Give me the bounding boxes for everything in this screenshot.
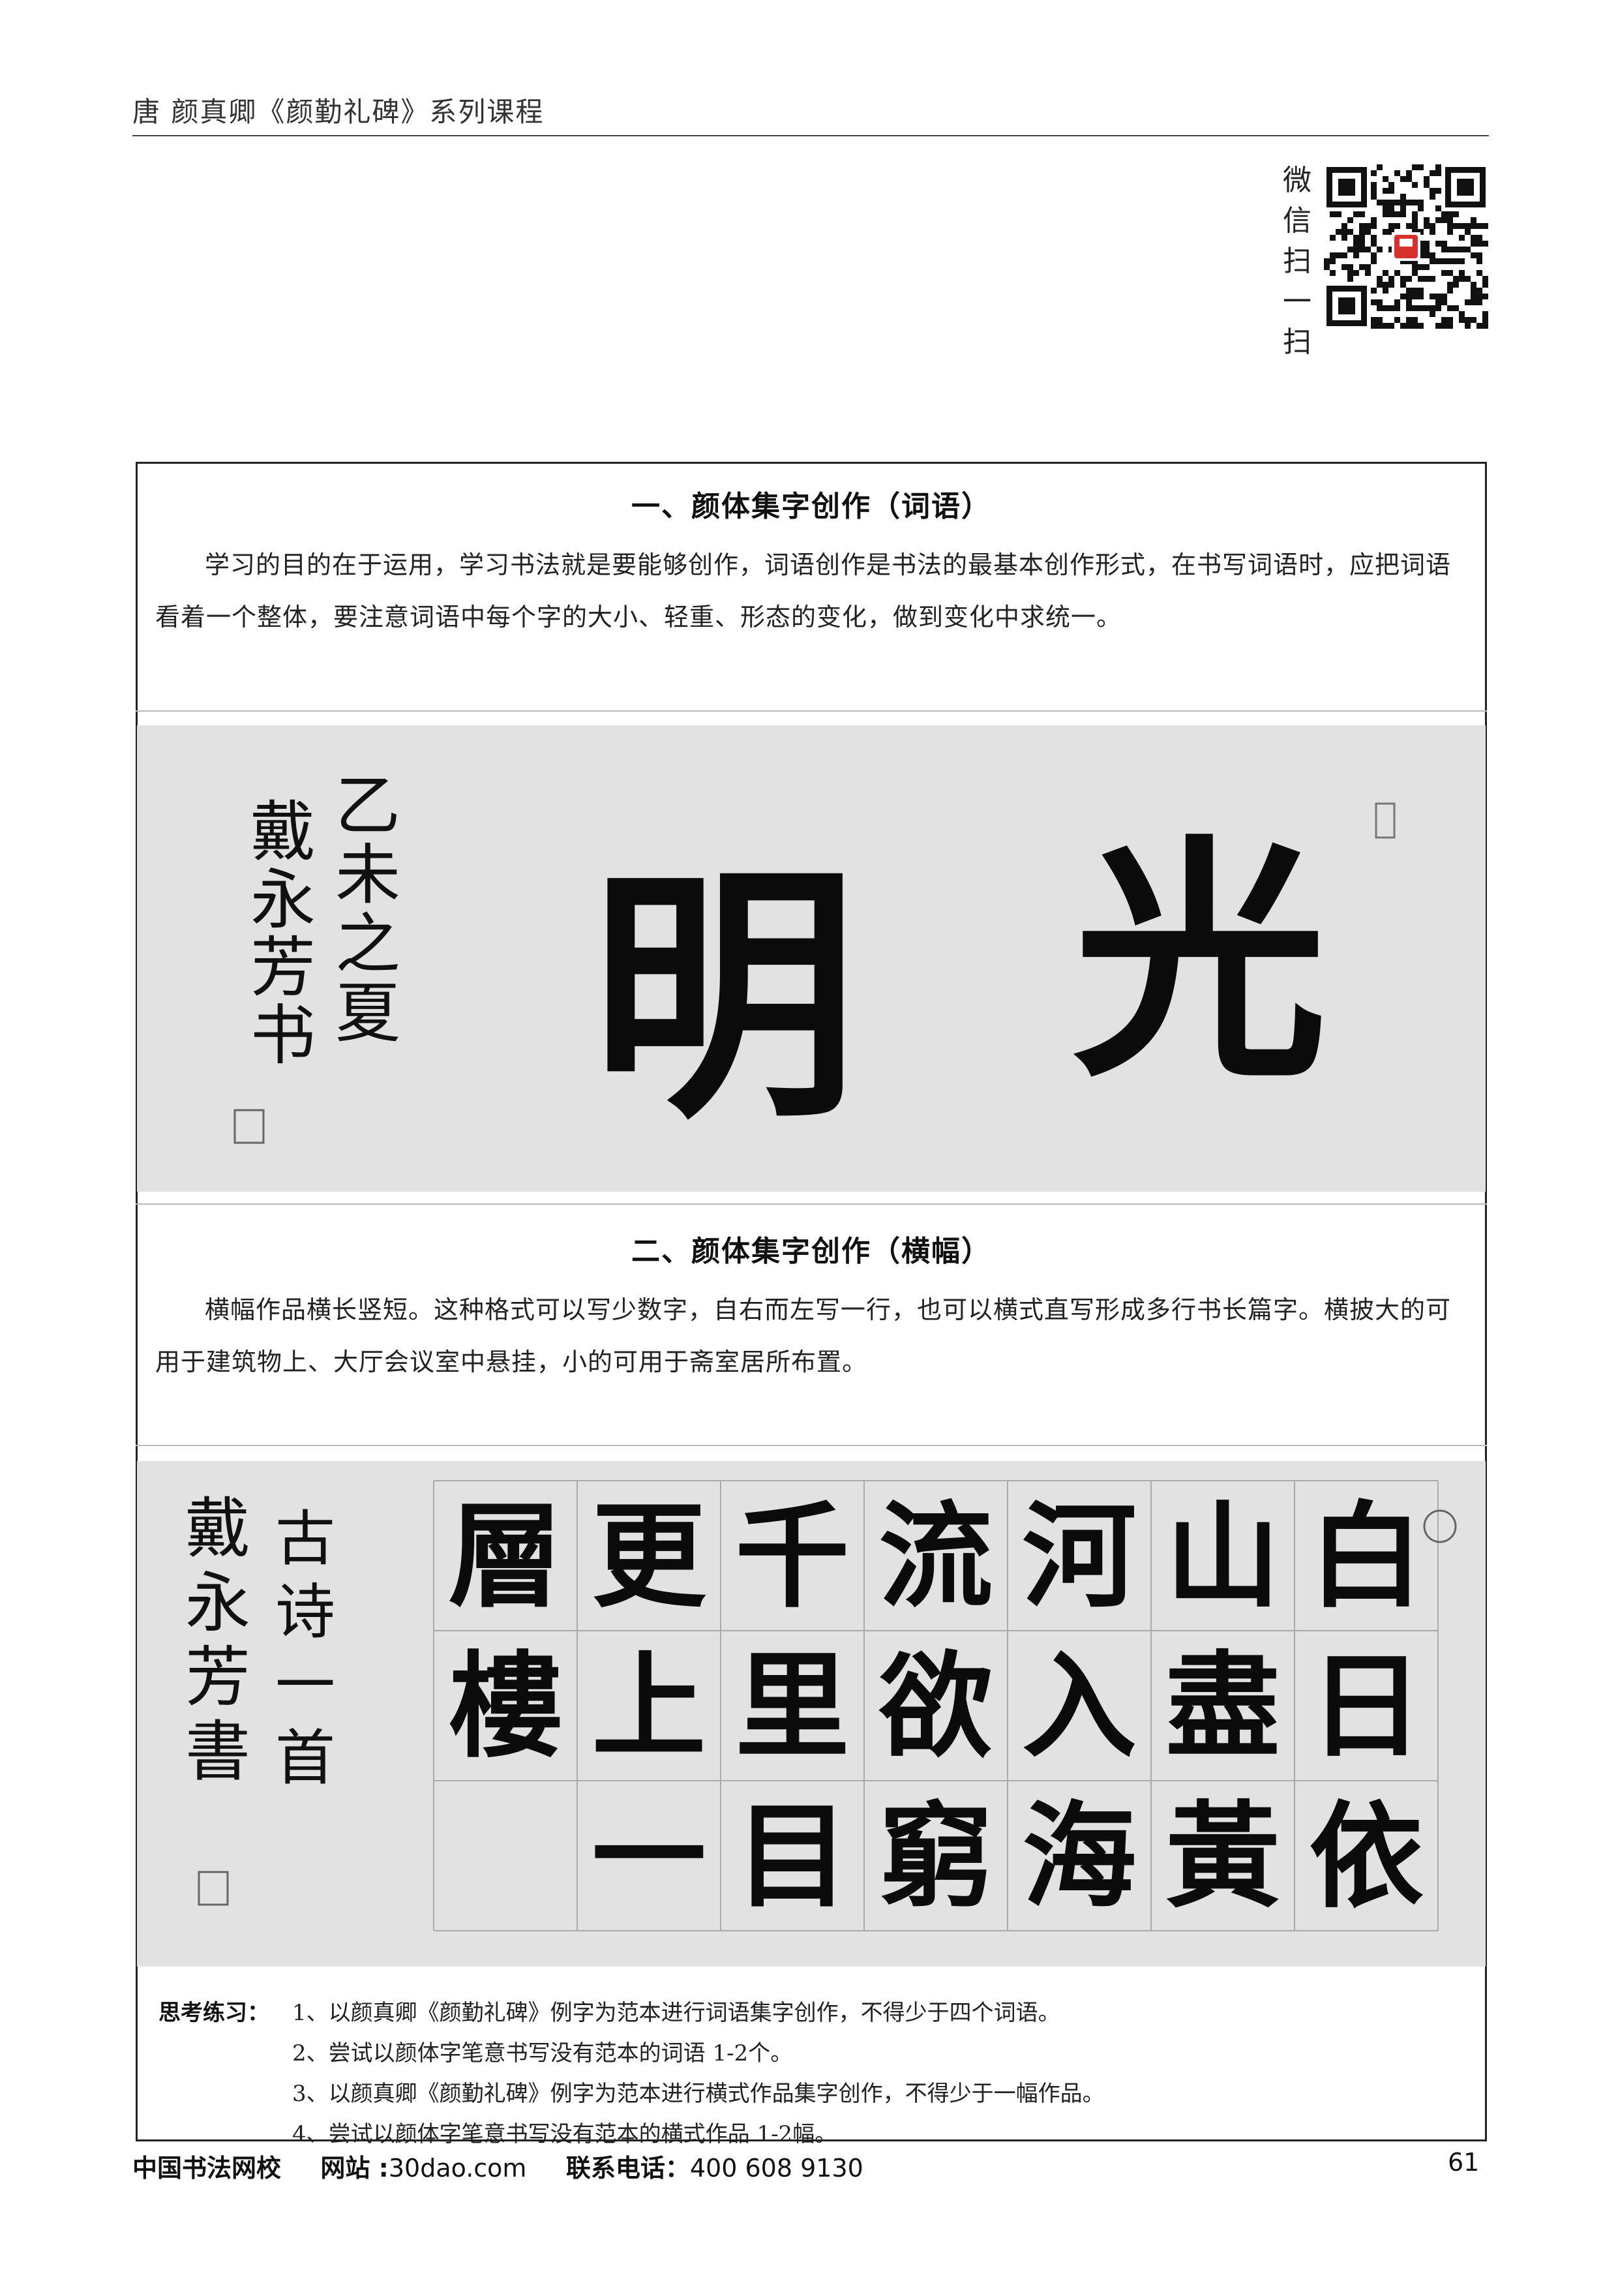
section2-top-divider: [136, 1203, 1487, 1205]
main-char: 光: [1073, 813, 1327, 1111]
wechat-qr-code-icon[interactable]: [1324, 164, 1488, 329]
poem-char: 入: [1023, 1640, 1137, 1774]
seal-stamp-icon: [1375, 802, 1396, 839]
phone-number: 400 608 9130: [689, 2154, 863, 2183]
section2-body: 横幅作品横长竖短。这种格式可以写少数字，自右而左写一行，也可以横式直写形成多行书…: [155, 1295, 1452, 1376]
qr-label-char: 信: [1283, 204, 1311, 237]
poem-char: 樓: [449, 1640, 563, 1774]
school-name: 中国书法网校: [132, 2154, 282, 2183]
inscription-title: 古诗一首: [265, 1507, 335, 1799]
page-number: 61: [1448, 2148, 1480, 2177]
seal-stamp-icon: [198, 1871, 229, 1906]
qr-label-char: 微: [1283, 164, 1311, 197]
exercise-item: 3、以颜真卿《颜勤礼碑》例字为范本进行横式作品集字创作，不得少于一幅作品。: [292, 2081, 1105, 2107]
exercise-item: 1、以颜真卿《颜勤礼碑》例字为范本进行词语集字创作，不得少于四个词语。: [292, 2000, 1060, 2026]
poem-char: 黃: [1166, 1790, 1280, 1924]
content-frame: [136, 462, 1487, 2141]
exercise-item: 4、尝试以颜体字笔意书写没有范本的横式作品 1-2幅。: [292, 2121, 837, 2147]
main-char: 明: [590, 839, 858, 1154]
section2-divider: [136, 1445, 1487, 1446]
poem-char: 山: [1166, 1490, 1280, 1624]
section1-body: 学习的目的在于运用，学习书法就是要能够创作，词语创作是书法的最基本创作形式，在书…: [155, 551, 1452, 631]
course-title: 唐 颜真卿《颜勤礼碑》系列课程: [132, 96, 545, 128]
exercise-item: 2、尝试以颜体字笔意书写没有范本的词语 1-2个。: [292, 2040, 793, 2066]
calligraphy-artwork-poem: 白日依 山盡黃 河入海 流欲窮 千里目 更上一 層樓 古诗一首 戴永芳書: [137, 1461, 1486, 1967]
poem-char: 千: [736, 1490, 850, 1624]
poem-char: 海: [1023, 1790, 1137, 1924]
qr-label-char: 一: [1283, 285, 1311, 318]
website-label: 网站 :: [320, 2154, 389, 2183]
section1-divider: [136, 710, 1487, 712]
poem-char: 更: [592, 1490, 707, 1624]
phone-label: 联系电话：: [565, 2154, 690, 2183]
poem-char: 窮: [879, 1790, 993, 1924]
poem-char: 上: [592, 1640, 706, 1774]
poem-char: 里: [736, 1640, 850, 1774]
poem-char: 河: [1023, 1490, 1137, 1624]
qr-label-char: 扫: [1283, 325, 1311, 359]
poem-char: 盡: [1166, 1640, 1280, 1774]
wechat-scan-label: 微 信 扫 一 扫: [1281, 160, 1313, 363]
seal-stamp-icon: [233, 1109, 265, 1144]
qr-label-char: 扫: [1283, 245, 1311, 278]
footer-contact: 中国书法网校 网站 :30dao.com 联系电话：400 608 9130: [132, 2148, 863, 2184]
poem-char: 欲: [878, 1640, 993, 1774]
website-link[interactable]: 30dao.com: [388, 2154, 527, 2183]
poem-char: 日: [1310, 1640, 1424, 1774]
seal-stamp-icon: [1423, 1509, 1457, 1543]
calligraphy-artwork-guangming: 光 明 乙未之夏 戴永芳书: [137, 725, 1486, 1192]
poem-char: 一: [592, 1790, 706, 1924]
poem-char: 流: [879, 1490, 993, 1624]
inscription-date: 乙未之夏: [324, 771, 400, 1048]
inscription-signature: 戴永芳書: [174, 1494, 250, 1791]
poem-char: 白: [1310, 1490, 1424, 1624]
section2-title: 二、颜体集字创作（横幅）: [631, 1235, 991, 1268]
header-divider: [132, 135, 1489, 136]
exercise-label: 思考练习：: [158, 2000, 269, 2026]
poem-char: 層: [449, 1490, 563, 1624]
poem-char: 依: [1310, 1790, 1424, 1924]
inscription-signature: 戴永芳书: [239, 797, 316, 1068]
poem-char: 目: [736, 1790, 850, 1924]
section1-title: 一、颜体集字创作（词语）: [631, 490, 991, 523]
